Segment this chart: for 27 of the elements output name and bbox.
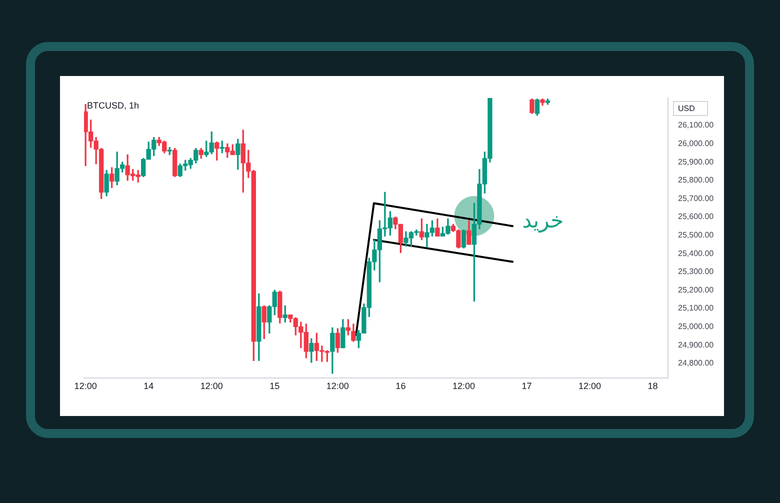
y-tick-label: 25,900.00: [678, 157, 714, 166]
y-tick-label: 24,900.00: [678, 340, 714, 350]
x-tick-label: 12:00: [200, 380, 223, 391]
x-tick-label: 12:00: [452, 380, 475, 391]
y-axis-title: USD: [678, 104, 696, 114]
y-tick-label: 25,100.00: [678, 304, 714, 313]
x-tick-label: 12:00: [578, 380, 602, 391]
chart-title: BTCUSD, 1h: [87, 100, 140, 110]
y-tick-label: 25,200.00: [678, 285, 714, 294]
x-tick-label: 14: [144, 380, 154, 391]
y-tick-label: 25,400.00: [678, 248, 714, 258]
y-tick-label: 26,000.00: [678, 138, 714, 148]
y-tick-label: 25,300.00: [678, 267, 714, 276]
y-tick-label: 25,500.00: [678, 230, 714, 240]
y-tick-label: 25,700.00: [678, 194, 714, 203]
x-tick-label: 15: [270, 380, 280, 391]
x-tick-label: 12:00: [326, 380, 349, 391]
y-tick-label: 25,000.00: [678, 322, 714, 331]
x-tick-label: 16: [396, 380, 406, 391]
y-tick-label: 25,800.00: [678, 176, 714, 185]
annotation: خرید: [522, 208, 564, 234]
x-tick-label: 12:00: [74, 380, 97, 391]
x-tick-label: 17: [522, 380, 532, 391]
y-tick-label: 26,100.00: [678, 120, 714, 130]
y-tick-label: 24,800.00: [678, 358, 714, 368]
x-tick-label: 18: [648, 380, 658, 391]
y-tick-label: 25,600.00: [678, 212, 714, 222]
